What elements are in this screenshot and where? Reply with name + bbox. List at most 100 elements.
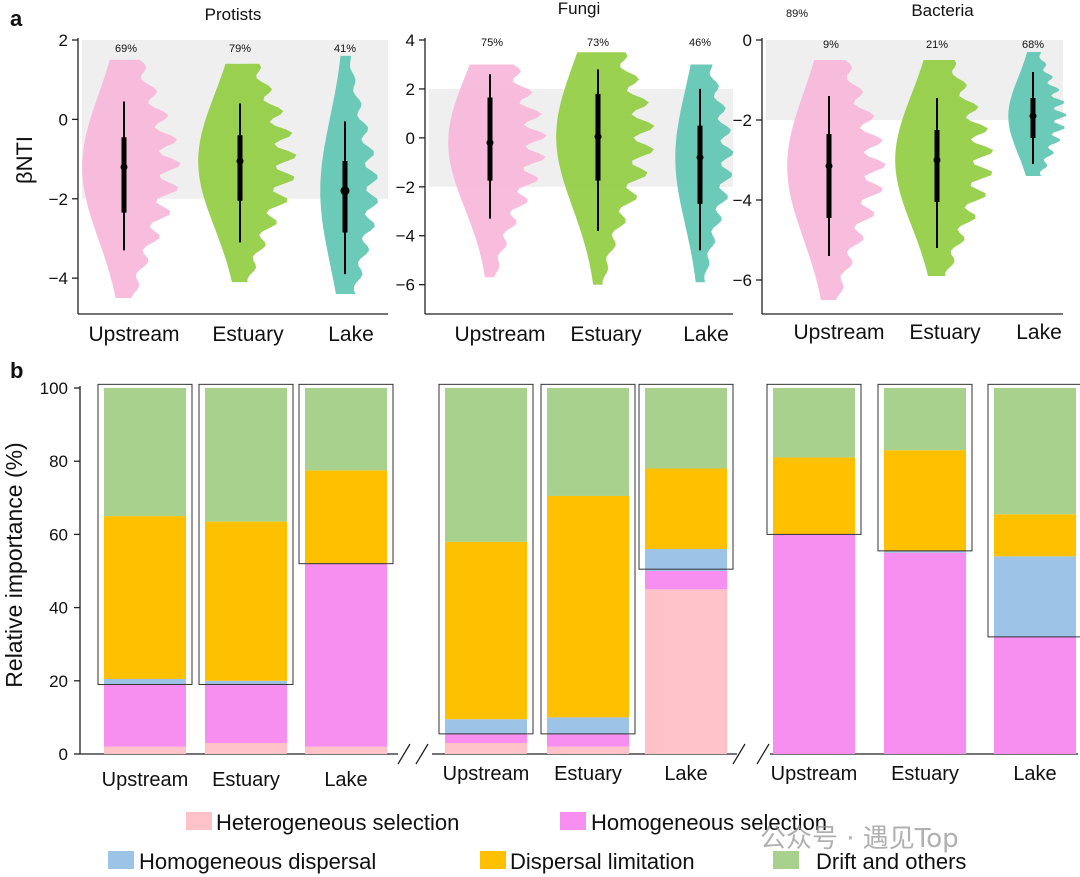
legend-label: Drift and others	[816, 849, 966, 874]
panel-title: Bacteria	[911, 1, 974, 20]
y-tick-label: −4	[49, 269, 68, 288]
percent-label: 79%	[229, 43, 251, 55]
bar-segment	[305, 746, 387, 754]
axis-break-mark	[415, 743, 429, 765]
legend-swatch	[480, 851, 506, 869]
y-tick-label: −4	[733, 191, 752, 210]
bar-segment	[645, 571, 727, 590]
y-tick-label: 2	[406, 80, 415, 99]
x-tick-label: Estuary	[212, 323, 284, 346]
percent-label: 21%	[926, 39, 948, 51]
bar-y-tick-label: 100	[40, 379, 68, 398]
bar-segment	[205, 743, 287, 754]
median-point	[933, 156, 941, 164]
median-point	[486, 139, 494, 147]
bar-segment	[305, 470, 387, 564]
x-tick-label: Estuary	[909, 321, 981, 344]
legend-label: Homogeneous dispersal	[139, 849, 376, 874]
axis-break-mark	[756, 743, 770, 765]
bar-segment	[994, 636, 1076, 754]
percent-label: 41%	[334, 43, 356, 55]
bar-segment	[445, 733, 527, 744]
legend-swatch	[186, 812, 212, 830]
bar-y-tick-label: 0	[59, 745, 68, 764]
bar-segment	[305, 563, 387, 747]
y-tick-label: 0	[743, 31, 752, 50]
bar-x-tick-label: Lake	[1013, 763, 1056, 785]
x-tick-label: Upstream	[88, 323, 179, 346]
bar-x-tick-label: Lake	[324, 769, 367, 791]
extra-percent-label: 89%	[786, 8, 808, 20]
violin-lake	[675, 64, 734, 283]
bar-segment	[547, 733, 629, 747]
median-point	[594, 133, 602, 141]
y-tick-label: −2	[733, 111, 752, 130]
highlight-box	[987, 383, 1080, 638]
highlight-box	[877, 383, 973, 552]
bar-segment	[994, 514, 1076, 557]
median-point	[1029, 112, 1037, 120]
bar-segment	[773, 457, 855, 535]
bar-segment	[547, 746, 629, 754]
x-tick-label: Lake	[328, 323, 374, 346]
bar-segment	[994, 556, 1076, 637]
bar-segment	[205, 684, 287, 744]
violin-upstream	[82, 59, 181, 298]
y-tick-label: 0	[59, 110, 68, 129]
y-tick-label: 0	[406, 129, 415, 148]
median-point	[236, 157, 244, 165]
bar-segment	[104, 678, 186, 685]
percent-label: 46%	[689, 37, 711, 49]
bar-y-tick-label: 40	[49, 599, 68, 618]
bar-segment	[104, 388, 186, 517]
median-point	[340, 186, 350, 196]
percent-label: 9%	[823, 39, 839, 51]
legend-label: Homogeneous selection	[591, 810, 827, 835]
bar-segment	[104, 746, 186, 754]
bar-segment	[645, 388, 727, 469]
highlight-box	[97, 383, 193, 685]
highlight-box	[198, 383, 294, 685]
panel-label-b: b	[10, 358, 23, 383]
bar-segment	[104, 516, 186, 679]
violin-upstream	[787, 60, 886, 300]
violin-lake	[1008, 52, 1066, 176]
bar-segment	[205, 388, 287, 522]
bar-segment	[645, 549, 727, 571]
x-tick-label: Lake	[683, 323, 729, 346]
y-tick-label: −6	[396, 276, 415, 295]
y-tick-label: 4	[406, 31, 415, 50]
percent-label: 73%	[587, 37, 609, 49]
violin-upstream	[448, 64, 547, 278]
violin-lake	[320, 55, 378, 295]
y-tick-label: 2	[59, 31, 68, 50]
bar-segment	[547, 495, 629, 718]
y-tick-label: −4	[396, 227, 415, 246]
legend-swatch	[560, 812, 586, 830]
bar-y-tick-label: 60	[49, 525, 68, 544]
y-tick-label: −2	[396, 178, 415, 197]
y-axis-label: βNTI	[12, 136, 37, 184]
bar-segment	[445, 388, 527, 542]
legend: Heterogeneous selection Homogeneous selec…	[108, 810, 966, 874]
bar-segment	[547, 717, 629, 734]
bar-segment	[645, 468, 727, 550]
bar-segment	[645, 589, 727, 754]
axis-break-mark	[732, 743, 746, 765]
median-point	[825, 162, 833, 170]
bar-segment	[773, 388, 855, 458]
panel-title: Fungi	[558, 0, 601, 18]
highlight-box	[540, 383, 636, 735]
median-point	[120, 163, 128, 171]
violin-panel-protists: Protists 2 0 −2 −4 βNTI 69% Upstream 79% Estuary 4…	[12, 5, 388, 346]
bar-segment	[445, 541, 527, 720]
bar-segment	[445, 743, 527, 754]
legend-label: Heterogeneous selection	[216, 810, 459, 835]
legend-swatch	[108, 851, 134, 869]
violin-panel-bacteria: Bacteria 89% 0 −2 −4 −6 9% Upstream 21% Estuary 68…	[733, 1, 1066, 344]
y-tick-label: −2	[49, 190, 68, 209]
bar-segment	[205, 521, 287, 681]
bar-segment	[305, 388, 387, 471]
bar-segment	[884, 550, 966, 553]
bar-segment	[205, 680, 287, 685]
